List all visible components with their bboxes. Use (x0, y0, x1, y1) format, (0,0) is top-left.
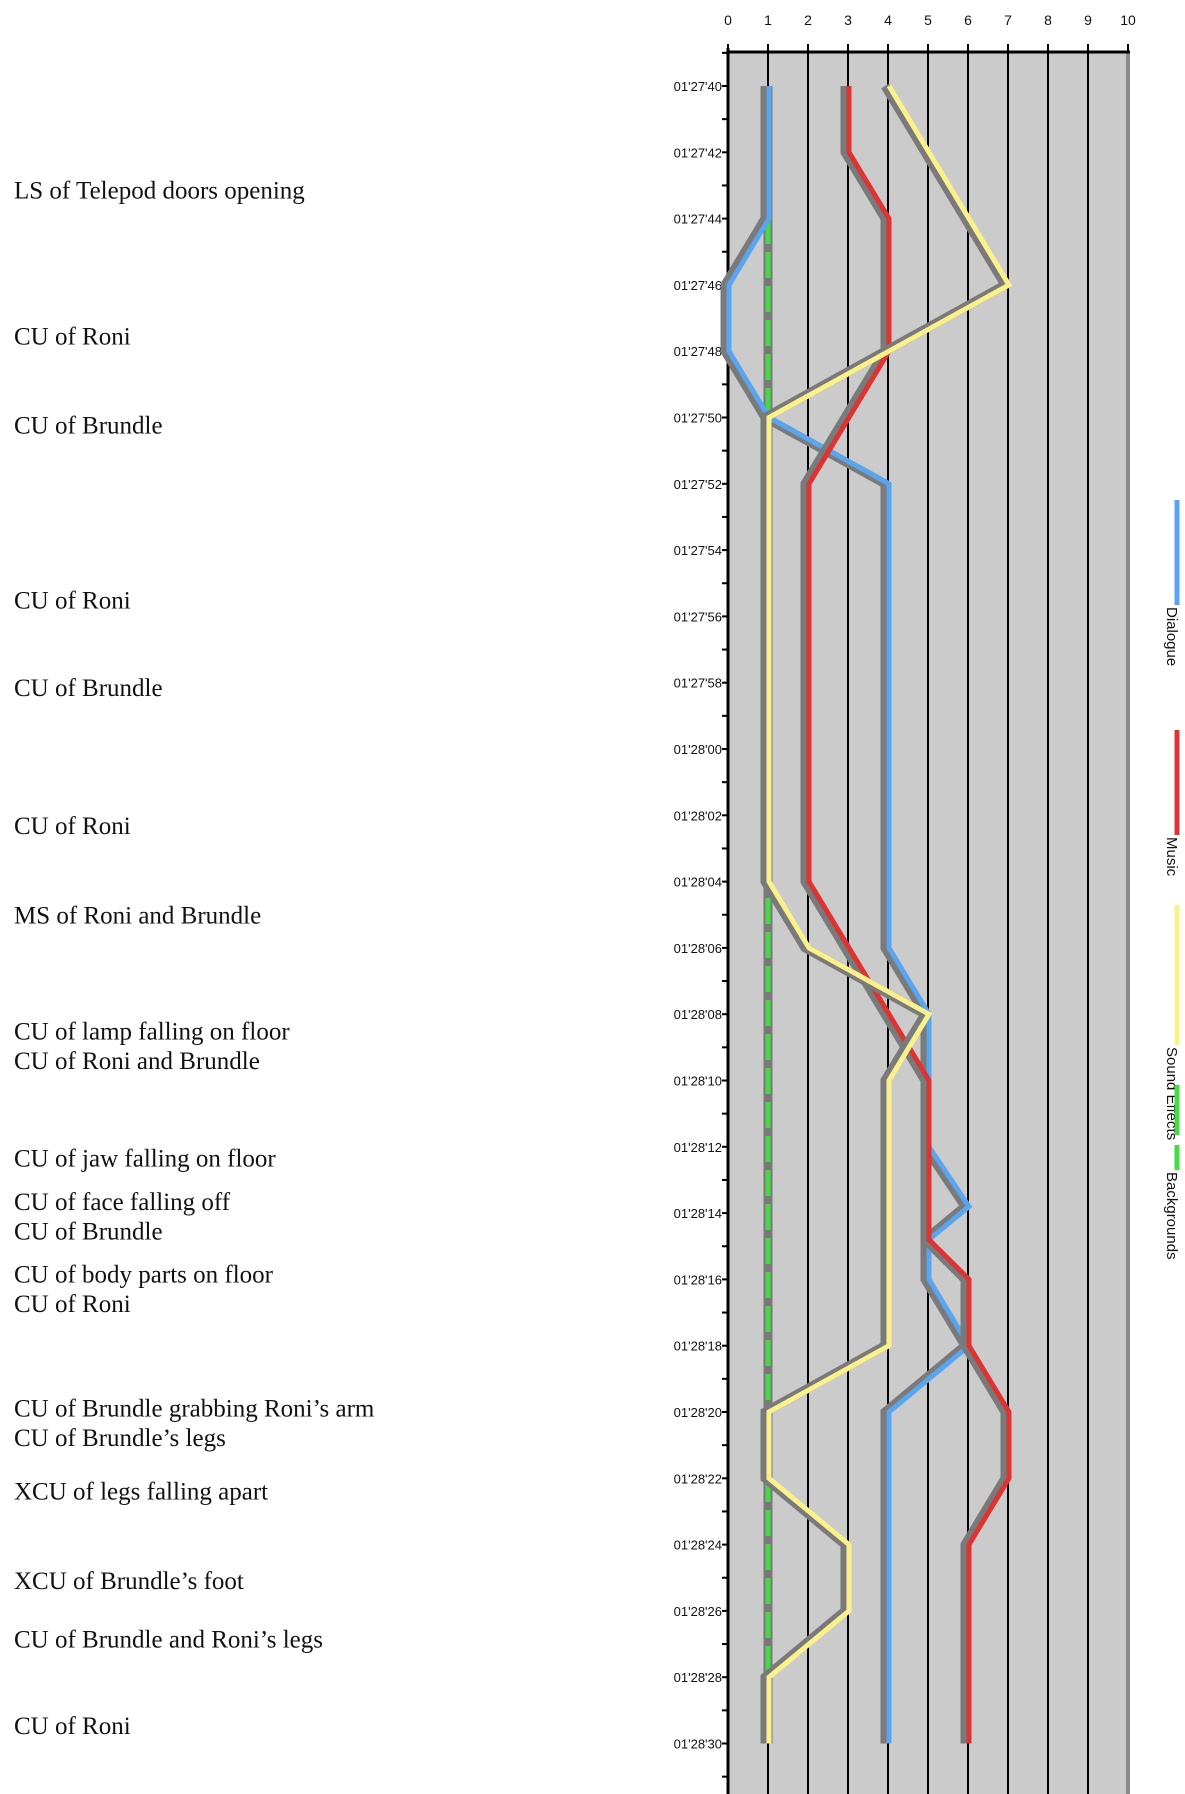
legend-item-dialogue: Dialogue (1163, 500, 1180, 666)
series-sound-effects-shadow (760, 83, 1012, 1744)
time-label-9: 01'27'58 (674, 676, 722, 691)
time-label-1: 01'27'42 (674, 145, 722, 160)
shot-annotation-3-0: CU of Roni (14, 587, 131, 614)
time-label-11: 01'28'02 (674, 808, 722, 823)
x-tick-label-4: 4 (884, 12, 892, 28)
series-sound-effects (760, 83, 1013, 1744)
time-label-22: 01'28'24 (674, 1538, 722, 1553)
x-tick-label-1: 1 (764, 12, 772, 28)
x-tick-label-3: 3 (844, 12, 852, 28)
time-label-15: 01'28'10 (674, 1074, 722, 1089)
time-label-23: 01'28'26 (674, 1604, 722, 1619)
legend-label-music: Music (1163, 837, 1180, 877)
time-label-4: 01'27'48 (674, 344, 722, 359)
time-label-19: 01'28'18 (674, 1339, 722, 1354)
time-label-21: 01'28'22 (674, 1471, 722, 1486)
shot-annotation-6-0: MS of Roni and Brundle (14, 902, 261, 929)
time-label-18: 01'28'16 (674, 1272, 722, 1287)
x-tick-label-7: 7 (1004, 12, 1012, 28)
time-label-0: 01'27'40 (674, 79, 722, 94)
time-label-13: 01'28'06 (674, 941, 722, 956)
shot-annotation-0-0: LS of Telepod doors opening (14, 178, 305, 205)
shot-annotation-10-0: CU of body parts on floor (14, 1262, 274, 1289)
shot-annotation-13-0: XCU of Brundle’s foot (14, 1568, 244, 1595)
time-label-25: 01'28'30 (674, 1737, 722, 1752)
shot-annotation-4-0: CU of Brundle (14, 675, 163, 702)
x-tick-label-8: 8 (1044, 12, 1052, 28)
time-label-20: 01'28'20 (674, 1405, 722, 1420)
x-tick-label-0: 0 (724, 12, 732, 28)
time-label-14: 01'28'08 (674, 1007, 722, 1022)
time-label-8: 01'27'56 (674, 609, 722, 624)
shot-annotation-9-1: CU of Brundle (14, 1218, 163, 1245)
shot-annotation-7-0: CU of lamp falling on floor (14, 1018, 290, 1045)
shot-annotation-5-0: CU of Roni (14, 813, 131, 840)
time-label-2: 01'27'44 (674, 212, 722, 227)
x-tick-label-9: 9 (1084, 12, 1092, 28)
legend-label-backgrounds: Backgrounds (1163, 1172, 1180, 1260)
shot-annotation-12-0: XCU of legs falling apart (14, 1479, 268, 1506)
x-tick-label-6: 6 (964, 12, 972, 28)
time-label-6: 01'27'52 (674, 477, 722, 492)
shot-annotation-15-0: CU of Roni (14, 1713, 131, 1740)
time-label-7: 01'27'54 (674, 543, 722, 558)
legend-item-backgrounds: Backgrounds (1163, 1085, 1180, 1260)
shot-annotation-9-0: CU of face falling off (14, 1189, 231, 1216)
legend-label-dialogue: Dialogue (1163, 607, 1180, 666)
series-music (800, 86, 1012, 1744)
x-tick-label-5: 5 (924, 12, 932, 28)
series-music-line (806, 86, 1012, 1744)
time-label-12: 01'28'04 (674, 875, 722, 890)
shot-annotation-1-0: CU of Roni (14, 324, 131, 351)
x-tick-label-10: 10 (1120, 12, 1136, 28)
time-label-24: 01'28'28 (674, 1670, 722, 1685)
shot-annotation-10-1: CU of Roni (14, 1291, 131, 1318)
shot-annotation-11-0: CU of Brundle grabbing Roni’s arm (14, 1396, 375, 1423)
x-tick-label-2: 2 (804, 12, 812, 28)
legend-item-music: Music (1163, 730, 1180, 877)
shot-annotation-11-1: CU of Brundle’s legs (14, 1425, 226, 1452)
shot-annotation-8-0: CU of jaw falling on floor (14, 1146, 276, 1173)
series-sound-effects-line (766, 84, 1013, 1744)
series-music-shadow (800, 86, 1010, 1744)
shot-annotation-14-0: CU of Brundle and Roni’s legs (14, 1626, 323, 1653)
time-label-16: 01'28'12 (674, 1140, 722, 1155)
time-label-5: 01'27'50 (674, 411, 722, 426)
time-label-10: 01'28'00 (674, 742, 722, 757)
time-label-3: 01'27'46 (674, 278, 722, 293)
shot-annotation-7-1: CU of Roni and Brundle (14, 1048, 260, 1075)
time-label-17: 01'28'14 (674, 1206, 722, 1221)
shot-annotation-2-0: CU of Brundle (14, 412, 163, 439)
